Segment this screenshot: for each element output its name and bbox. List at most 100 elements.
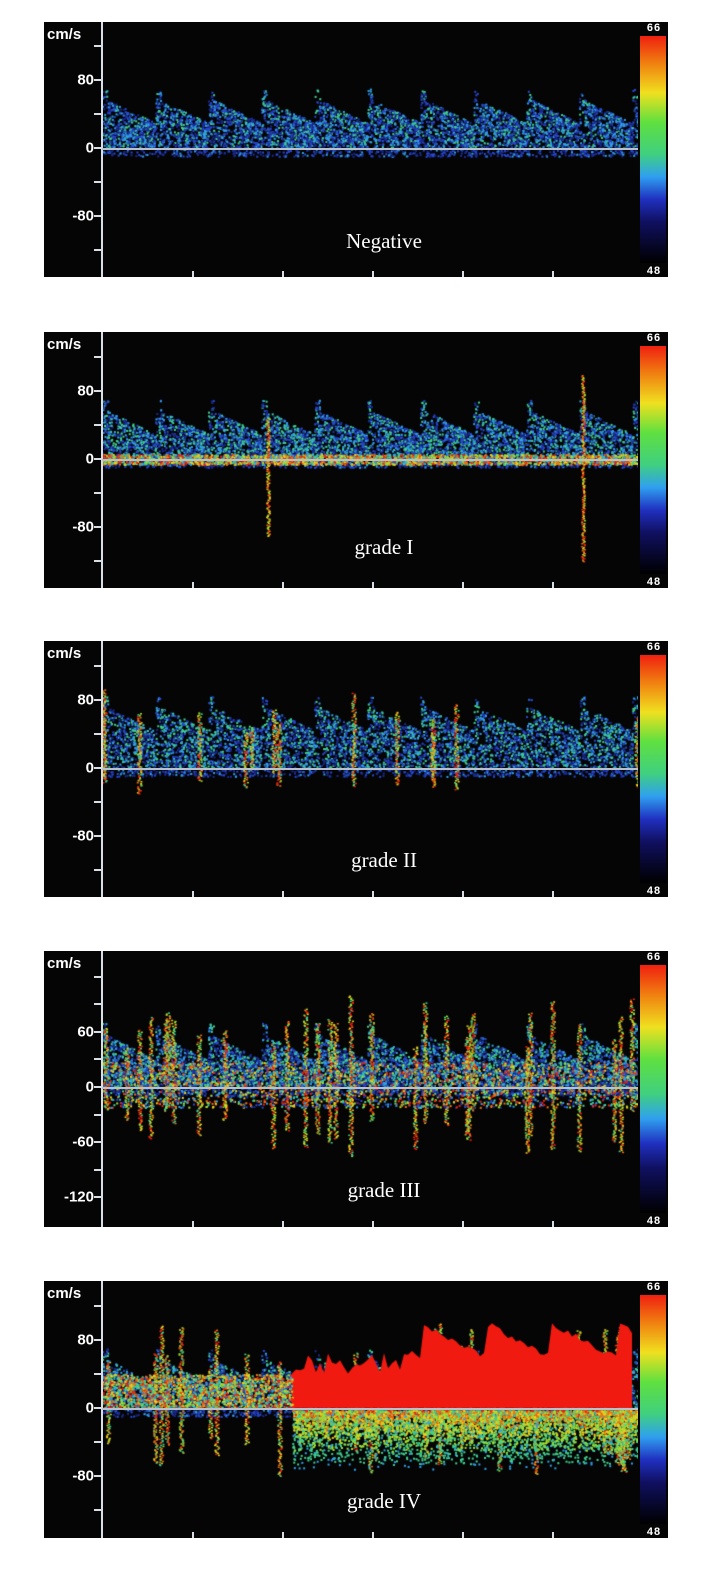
colorbar-max-label: 66 xyxy=(646,22,662,34)
zero-baseline xyxy=(102,768,638,770)
y-tick xyxy=(94,699,101,701)
y-tick-label: 80 xyxy=(77,691,94,709)
zero-baseline xyxy=(102,1408,638,1410)
y-tick-label: -60 xyxy=(72,1133,94,1151)
zero-baseline xyxy=(102,1087,638,1089)
y-tick xyxy=(94,1141,101,1144)
y-minor-tick xyxy=(94,975,101,978)
y-minor-tick xyxy=(94,1509,101,1511)
x-tick xyxy=(372,271,374,277)
y-minor-tick xyxy=(94,424,101,426)
x-tick xyxy=(462,271,464,277)
zero-baseline xyxy=(102,459,638,461)
colorbar-min-label: 48 xyxy=(646,576,662,588)
colorbar-max-label: 66 xyxy=(646,332,662,344)
y-minor-tick xyxy=(94,1305,101,1307)
colorbar-max-label: 66 xyxy=(646,1281,662,1293)
y-tick xyxy=(94,458,101,460)
x-tick xyxy=(372,891,374,897)
colorbar xyxy=(640,36,666,263)
panel-title: grade III xyxy=(347,1178,421,1202)
y-tick-label: -120 xyxy=(63,1188,94,1206)
y-axis-unit: cm/s xyxy=(47,26,82,43)
y-tick-label: -80 xyxy=(72,518,94,536)
colorbar xyxy=(640,1295,666,1524)
y-tick-label: 80 xyxy=(77,1331,94,1349)
x-tick xyxy=(552,271,554,277)
y-tick xyxy=(94,526,101,528)
y-tick-label: -80 xyxy=(72,207,94,225)
colorbar-min-label: 48 xyxy=(646,1526,662,1538)
x-tick xyxy=(462,1221,464,1227)
y-tick xyxy=(94,1339,101,1341)
y-tick xyxy=(94,1475,101,1477)
x-tick xyxy=(282,1532,284,1538)
spectrogram-panel-1: cm/s 80 0 -80 66 48 Negative xyxy=(44,22,668,277)
y-axis-unit: cm/s xyxy=(47,955,82,972)
y-minor-tick xyxy=(94,356,101,358)
x-tick xyxy=(552,1532,554,1538)
y-tick xyxy=(94,147,101,149)
y-minor-tick xyxy=(94,869,101,871)
colorbar-max-label: 66 xyxy=(646,951,662,963)
x-tick xyxy=(552,582,554,588)
colorbar-min-label: 48 xyxy=(646,1215,662,1227)
y-axis-unit: cm/s xyxy=(47,1285,82,1302)
y-tick xyxy=(94,1196,101,1199)
x-tick xyxy=(552,1221,554,1227)
spectrogram-panel-5: cm/s 80 0 -80 66 48 grade IV xyxy=(44,1281,668,1538)
y-minor-tick xyxy=(94,665,101,667)
y-tick xyxy=(94,835,101,837)
panel-title: grade IV xyxy=(346,1489,422,1513)
y-tick xyxy=(94,767,101,769)
y-minor-tick xyxy=(94,1373,101,1375)
y-tick-label: 0 xyxy=(85,1078,94,1096)
y-axis-unit: cm/s xyxy=(47,336,82,353)
x-tick xyxy=(192,1221,194,1227)
y-tick xyxy=(94,390,101,392)
y-minor-tick xyxy=(94,45,101,47)
y-minor-tick xyxy=(94,1113,101,1116)
y-minor-tick xyxy=(94,1168,101,1171)
x-tick xyxy=(462,582,464,588)
x-tick xyxy=(192,891,194,897)
y-minor-tick xyxy=(94,1058,101,1061)
colorbar xyxy=(640,965,666,1213)
panel-title: Negative xyxy=(346,229,422,253)
x-tick xyxy=(462,891,464,897)
y-axis-unit: cm/s xyxy=(47,645,82,662)
y-tick-label: -80 xyxy=(72,1467,94,1485)
colorbar-min-label: 48 xyxy=(646,885,662,897)
y-tick-label: 0 xyxy=(85,450,94,468)
y-minor-tick xyxy=(94,249,101,251)
y-minor-tick xyxy=(94,1003,101,1006)
y-tick-label: 80 xyxy=(77,71,94,89)
y-tick-label: 0 xyxy=(85,759,94,777)
spectrogram-panel-4: cm/s 60 0 -60 -120 66 48 grade III xyxy=(44,951,668,1227)
zero-baseline xyxy=(102,148,638,150)
y-tick xyxy=(94,1407,101,1409)
x-tick xyxy=(282,1221,284,1227)
y-tick xyxy=(94,79,101,81)
colorbar-max-label: 66 xyxy=(646,641,662,653)
x-tick xyxy=(372,1532,374,1538)
x-tick xyxy=(192,271,194,277)
x-tick xyxy=(552,891,554,897)
x-tick xyxy=(192,582,194,588)
y-minor-tick xyxy=(94,733,101,735)
y-tick-label: -80 xyxy=(72,827,94,845)
x-tick xyxy=(462,1532,464,1538)
y-axis-line xyxy=(101,951,103,1227)
y-minor-tick xyxy=(94,1441,101,1443)
x-tick xyxy=(282,582,284,588)
x-tick xyxy=(282,891,284,897)
panel-title: grade II xyxy=(351,848,417,872)
spectrogram-panel-3: cm/s 80 0 -80 66 48 grade II xyxy=(44,641,668,897)
colorbar xyxy=(640,655,666,883)
spectrogram-panel-2: cm/s 80 0 -80 66 48 grade I xyxy=(44,332,668,588)
x-tick xyxy=(282,271,284,277)
colorbar xyxy=(640,346,666,574)
y-tick xyxy=(94,215,101,217)
y-tick-label: 60 xyxy=(77,1023,94,1041)
y-minor-tick xyxy=(94,181,101,183)
